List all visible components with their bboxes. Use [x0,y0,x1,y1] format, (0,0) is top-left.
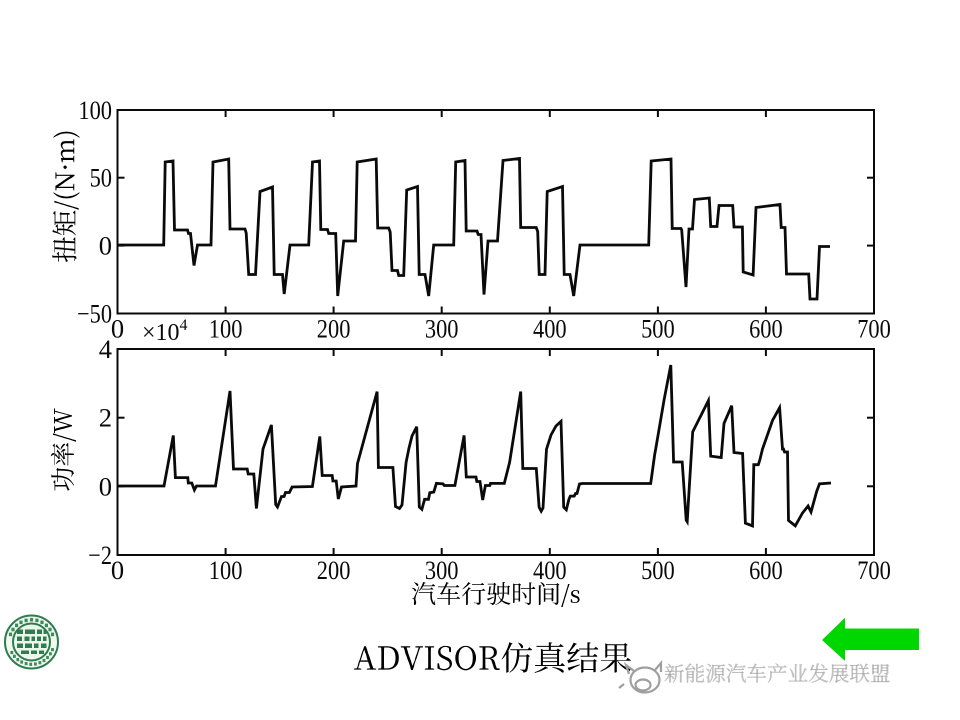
svg-text:200: 200 [317,555,351,585]
svg-text:400: 400 [533,555,567,585]
svg-text:300: 300 [425,314,459,344]
svg-text:600: 600 [749,555,783,585]
svg-text:400: 400 [533,314,567,344]
svg-text:100: 100 [209,314,243,344]
svg-text:2: 2 [99,403,112,433]
svg-text:0: 0 [99,471,112,501]
svg-text:300: 300 [425,555,459,585]
svg-text:50: 50 [90,163,112,193]
svg-text:100: 100 [209,555,243,585]
svg-text:4: 4 [99,334,112,364]
svg-text:700: 700 [857,555,891,585]
svg-text:600: 600 [749,314,783,344]
svg-text:−2: −2 [88,540,112,570]
svg-text:700: 700 [857,314,891,344]
svg-text:500: 500 [641,555,675,585]
svg-text:0: 0 [99,231,112,261]
svg-text:−50: −50 [77,299,112,329]
svg-text:0: 0 [111,555,124,585]
svg-text:200: 200 [317,314,351,344]
svg-text:0: 0 [111,314,124,344]
svg-text:100: 100 [78,95,112,125]
svg-text:500: 500 [641,314,675,344]
